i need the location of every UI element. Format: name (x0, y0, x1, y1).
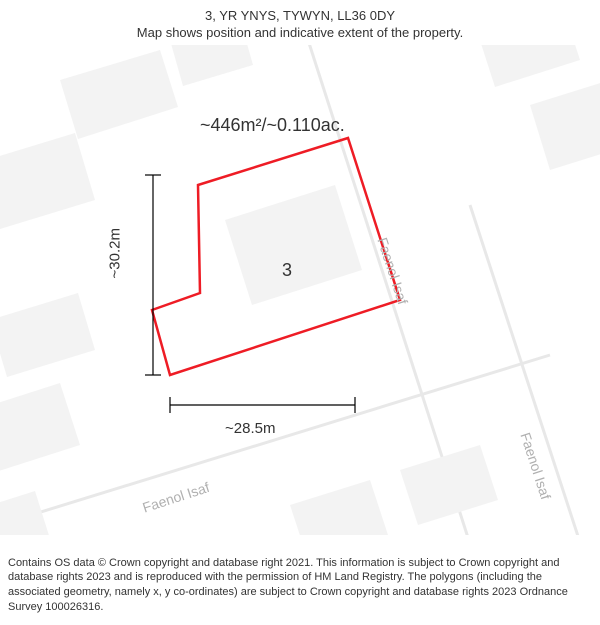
map-container: ~446m²/~0.110ac. ~30.2m ~28.5m 3 Faenol … (0, 45, 600, 535)
area-label: ~446m²/~0.110ac. (200, 115, 345, 136)
page-subtitle: Map shows position and indicative extent… (10, 25, 590, 40)
width-dimension-label: ~28.5m (225, 420, 275, 437)
copyright-footer: Contains OS data © Crown copyright and d… (0, 550, 600, 625)
height-dimension-label: ~30.2m (107, 228, 124, 278)
plot-number: 3 (282, 260, 292, 281)
page-title: 3, YR YNYS, TYWYN, LL36 0DY (10, 8, 590, 23)
header: 3, YR YNYS, TYWYN, LL36 0DY Map shows po… (0, 0, 600, 44)
